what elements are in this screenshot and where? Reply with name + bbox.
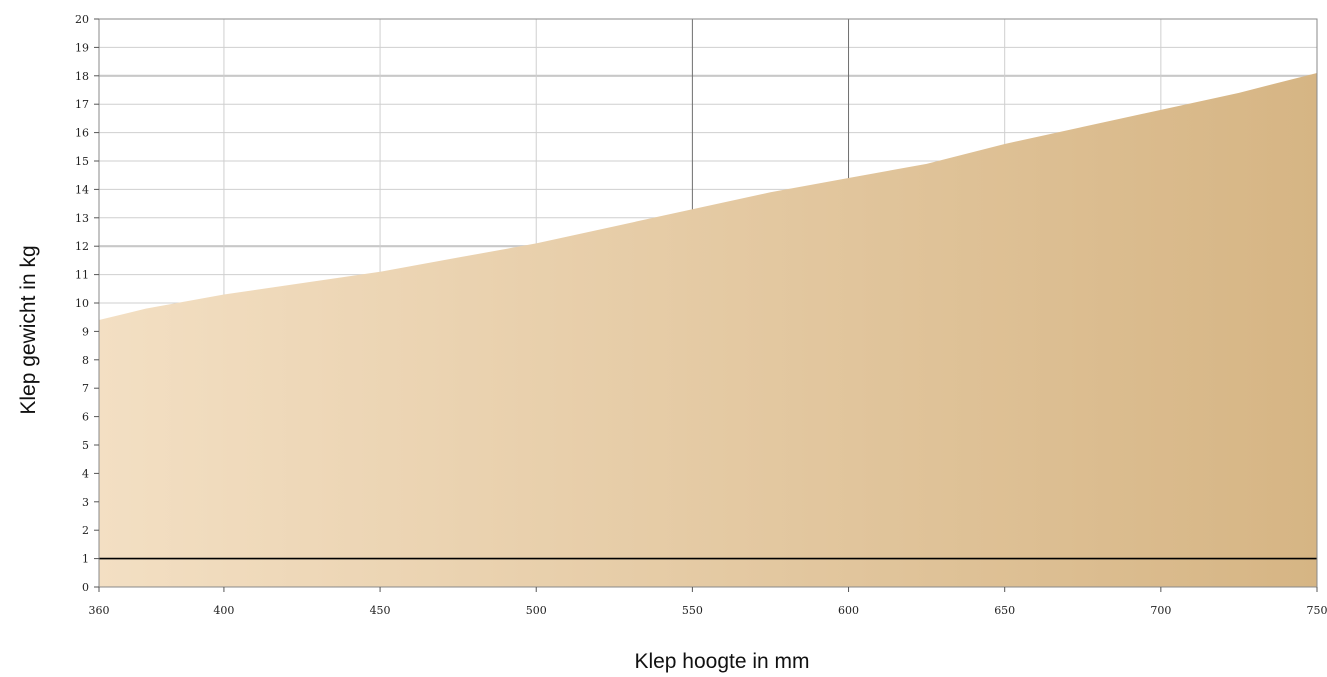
y-tick-label: 6 bbox=[82, 411, 89, 424]
y-tick-label: 18 bbox=[75, 70, 89, 83]
x-tick-label: 650 bbox=[994, 604, 1015, 617]
x-axis-title: Klep hoogte in mm bbox=[634, 650, 809, 673]
x-tick-label: 750 bbox=[1307, 604, 1327, 617]
y-tick-label: 19 bbox=[75, 41, 89, 54]
x-tick-label: 450 bbox=[370, 604, 391, 617]
y-axis-title: Klep gewicht in kg bbox=[17, 245, 40, 414]
y-tick-label: 17 bbox=[75, 98, 89, 111]
area-series bbox=[99, 72, 1317, 587]
y-tick-label: 11 bbox=[75, 269, 89, 282]
y-tick-label: 13 bbox=[75, 212, 89, 225]
y-tick-label: 9 bbox=[82, 325, 89, 338]
y-tick-label: 10 bbox=[75, 297, 89, 310]
y-tick-label: 2 bbox=[82, 524, 89, 537]
x-tick-label: 500 bbox=[526, 604, 547, 617]
y-tick-label: 3 bbox=[82, 496, 89, 509]
y-tick-label: 0 bbox=[82, 581, 89, 594]
x-tick-label: 600 bbox=[838, 604, 859, 617]
y-tick-label: 15 bbox=[75, 155, 89, 168]
y-tick-label: 12 bbox=[75, 240, 89, 253]
y-tick-label: 16 bbox=[75, 127, 89, 140]
x-axis-ticks: 360 400 450 500 550 600 650 700 750 bbox=[89, 587, 1327, 617]
x-tick-label: 550 bbox=[682, 604, 703, 617]
y-tick-label: 1 bbox=[82, 553, 89, 566]
y-tick-label: 7 bbox=[82, 382, 89, 395]
x-tick-label: 400 bbox=[213, 604, 234, 617]
x-tick-label: 700 bbox=[1150, 604, 1171, 617]
y-tick-label: 14 bbox=[75, 183, 89, 196]
x-tick-label: 360 bbox=[89, 604, 110, 617]
y-tick-label: 20 bbox=[75, 13, 89, 26]
y-tick-label: 4 bbox=[82, 467, 89, 480]
y-tick-label: 5 bbox=[82, 439, 89, 452]
y-tick-label: 8 bbox=[82, 354, 89, 367]
